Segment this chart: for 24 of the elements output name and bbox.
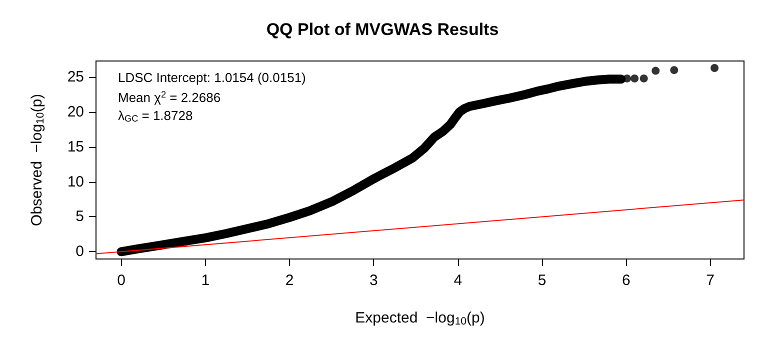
- point: [652, 66, 660, 75]
- x-tick-label: 5: [538, 272, 546, 289]
- y-tick-label: 25: [67, 68, 84, 86]
- y-tick-label: 0: [76, 243, 84, 260]
- annotation: λGC = 1.8728: [118, 108, 193, 124]
- y-tick-label: 15: [67, 138, 84, 156]
- x-tick-label: 0: [117, 272, 126, 289]
- y-tick-label: 10: [67, 173, 84, 190]
- point: [670, 66, 678, 74]
- y-tick-label: 20: [67, 103, 84, 120]
- x-tick-label: 6: [622, 272, 630, 289]
- x-tick-label: 2: [285, 272, 294, 289]
- annotation: LDSC Intercept: 1.0154 (0.0151): [118, 70, 306, 85]
- point: [630, 74, 639, 82]
- x-tick-label: 3: [370, 272, 378, 289]
- point: [710, 64, 719, 72]
- x-tick-label: 4: [454, 272, 462, 289]
- x-tick-label: 7: [706, 272, 715, 289]
- chart-title: QQ Plot of MVGWAS Results: [266, 20, 499, 39]
- y-axis-title: Observed −log10(p): [28, 94, 46, 226]
- point: [623, 74, 632, 82]
- x-tick-label: 1: [201, 272, 210, 289]
- point: [640, 74, 648, 82]
- y-tick-label: 5: [76, 208, 84, 226]
